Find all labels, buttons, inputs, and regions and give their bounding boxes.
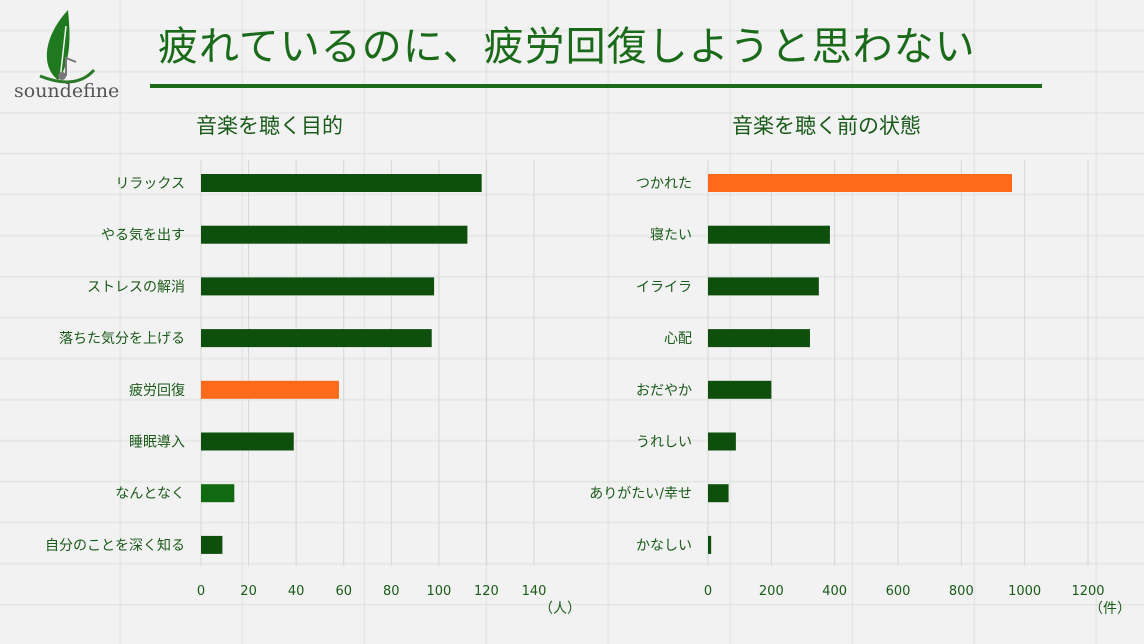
state-unit-label: （件） [1089, 601, 1131, 617]
purpose-category-label: 落ちた気分を上げる [59, 331, 185, 347]
state-category-label: 心配 [664, 331, 692, 347]
logo-text: soundefine [14, 80, 120, 102]
purpose-bar [201, 225, 468, 244]
purpose-bar [201, 535, 223, 554]
purpose-tick-label: 60 [335, 584, 352, 599]
state-bar [708, 174, 1012, 192]
state-category-label: イライラ [636, 279, 692, 295]
state-bar [708, 225, 830, 244]
purpose-category-label: ストレスの解消 [87, 279, 185, 295]
state-category-label: うれしい [636, 435, 692, 451]
state-category-label: ありがたい/幸せ [589, 486, 692, 502]
state-bar [708, 535, 712, 554]
purpose-category-label: 睡眠導入 [129, 435, 185, 451]
state-bar [708, 380, 772, 399]
purpose-category-label: なんとなく [115, 486, 185, 502]
state-tick-label: 1200 [1071, 584, 1104, 599]
purpose-tick-label: 140 [522, 584, 547, 599]
state-bar [708, 484, 729, 503]
state-tick-label: 800 [949, 584, 974, 599]
state-category-label: 寝たい [650, 227, 692, 244]
purpose-tick-label: 80 [383, 584, 400, 599]
state-category-label: かなしい [636, 538, 692, 554]
logo-feather-icon [39, 10, 96, 84]
purpose-category-label: やる気を出す [101, 228, 185, 244]
purpose-tick-label: 20 [240, 584, 257, 599]
state-tick-label: 400 [822, 584, 847, 599]
purpose-bar [201, 329, 432, 348]
purpose-tick-label: 120 [474, 584, 499, 599]
purpose-bar [201, 174, 482, 192]
purpose-bar [201, 277, 435, 296]
purpose-category-label: リラックス [115, 176, 185, 192]
purpose-category-label: 疲労回復 [129, 382, 185, 399]
chart-title-left: 音楽を聴く目的 [196, 114, 343, 138]
state-tick-label: 1000 [1008, 584, 1041, 599]
state-category-label: つかれた [636, 176, 692, 192]
purpose-bar [201, 432, 294, 451]
purpose-unit-label: （人） [539, 601, 581, 617]
purpose-bar [201, 484, 235, 503]
state-tick-label: 200 [759, 584, 784, 599]
state-bar [708, 277, 819, 296]
state-tick-label: 0 [704, 584, 712, 599]
page-title: 疲れているのに、疲労回復しようと思わない [158, 24, 976, 70]
purpose-tick-label: 0 [197, 584, 205, 599]
purpose-category-label: 自分のことを深く知る [45, 537, 185, 554]
state-tick-label: 600 [886, 584, 911, 599]
purpose-tick-label: 100 [426, 584, 451, 599]
state-category-label: おだやか [636, 383, 692, 399]
purpose-tick-label: 40 [288, 584, 305, 599]
title-divider [150, 84, 1042, 88]
chart-title-right: 音楽を聴く前の状態 [732, 114, 921, 138]
state-bar [708, 432, 736, 451]
purpose-bar [201, 380, 339, 399]
state-bar [708, 329, 810, 348]
